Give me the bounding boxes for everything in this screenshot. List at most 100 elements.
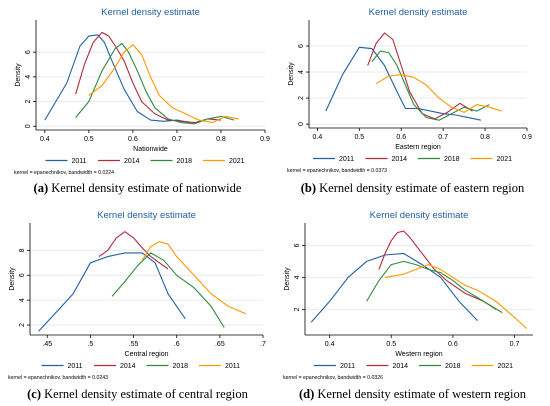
- y-tick-label: 4: [19, 298, 26, 302]
- chart-panel-nationwide: 0 2 4 6 0.4 0.5 0.6 0.7 0.8 0.9 Kernel density est…: [0, 0, 275, 203]
- x-tick-label: .7: [260, 341, 266, 348]
- series-line-2018-2: [366, 260, 503, 314]
- x-tick-label: 0.4: [40, 136, 50, 143]
- y-tick-label: 2: [19, 323, 26, 327]
- x-tick-label: 0.5: [354, 134, 364, 141]
- caption-letter: (b): [300, 181, 316, 195]
- series-line-2014-1: [75, 31, 222, 124]
- legend-label: 2014: [392, 156, 408, 163]
- caption-text: Kernel density estimate of nationwide: [51, 181, 242, 195]
- kernel-note: kernel = epanechnikov, bandwidth = 0.024…: [8, 375, 108, 381]
- legend-label: 2014: [393, 363, 409, 370]
- x-tick-label: .55: [129, 341, 139, 348]
- y-axis-label: Density: [15, 63, 22, 87]
- x-tick-label: 0.5: [84, 136, 94, 143]
- x-tick-label: 0.7: [510, 341, 520, 348]
- series-line-2018-2: [111, 252, 225, 328]
- x-tick-label: 0.7: [172, 136, 182, 143]
- y-tick-label: 0: [25, 124, 32, 128]
- y-axis-label: Density: [9, 267, 16, 291]
- kernel-note: kernel = epanechnikov, bandwidth = 0.037…: [287, 168, 387, 174]
- y-tick-label: 4: [298, 70, 305, 74]
- chart-panel-western: 2 4 6 0.4 0.5 0.6 0.7 Kernel density estimate We…: [275, 203, 550, 406]
- series-line-2014-1: [367, 32, 473, 120]
- legend-label: 2021: [498, 363, 514, 370]
- chart-panel-central: 2 4 6 8 .45 .5 .55 .6 .65 .7 Kernel density estima…: [0, 203, 275, 406]
- x-tick-label: .65: [215, 341, 225, 348]
- y-tick-label: 6: [298, 44, 305, 48]
- x-axis-label: Eastern region: [395, 144, 441, 151]
- y-tick-label: 6: [294, 243, 301, 247]
- legend-label: 2018: [444, 156, 460, 163]
- caption-text: Kernel density estimate of central regio…: [44, 387, 248, 401]
- series-line-2021-3: [385, 264, 528, 330]
- x-tick-label: 0.4: [313, 134, 323, 141]
- legend-label: 2018: [177, 158, 193, 165]
- chart-nationwide: 0 2 4 6 0.4 0.5 0.6 0.7 0.8 0.9 Kernel density est…: [14, 7, 270, 176]
- series-line-2018-2: [371, 50, 490, 121]
- legend-label: 2018: [173, 363, 189, 370]
- chart-eastern: 0 2 4 6 0.4 0.5 0.6 0.7 0.8 0.9 Kernel density est…: [287, 7, 532, 174]
- y-tick-label: 6: [19, 273, 26, 277]
- chart-title: Kernel density estimate: [97, 210, 196, 221]
- x-axis-label: Western region: [395, 351, 442, 358]
- x-axis-label: Central region: [125, 351, 169, 358]
- legend-label: 2011: [339, 156, 354, 163]
- caption-letter: (c): [27, 387, 41, 401]
- legend-label: 2018: [445, 363, 461, 370]
- y-tick-label: 2: [298, 96, 305, 100]
- series-line-2011-3: [141, 241, 246, 315]
- caption-nationwide: (a) Kernel density estimate of nationwid…: [0, 181, 275, 196]
- plot-area: [30, 223, 263, 335]
- series-line-2014-1: [378, 230, 497, 310]
- series-line-2021-3: [375, 74, 502, 113]
- caption-letter: (d): [298, 387, 315, 401]
- kernel-note: kernel = epanechnikov, bandwidth = 0.032…: [283, 375, 383, 381]
- caption-letter: (a): [33, 181, 49, 195]
- legend-label: 2014: [124, 158, 140, 165]
- series-line-2011-0: [310, 252, 478, 323]
- chart-central: 2 4 6 8 .45 .5 .55 .6 .65 .7 Kernel density estima…: [8, 210, 266, 381]
- x-tick-label: .6: [174, 341, 180, 348]
- caption-text: Kernel density estimate of eastern regio…: [319, 181, 525, 195]
- chart-title: Kernel density estimate: [370, 210, 469, 221]
- y-tick-label: 6: [25, 50, 32, 54]
- series-line-2011-0: [44, 34, 191, 124]
- legend-label: 2011: [225, 363, 240, 370]
- y-axis-label: Density: [284, 267, 291, 291]
- y-tick-label: 4: [25, 75, 32, 79]
- x-tick-label: .45: [42, 341, 52, 348]
- plot-area: [36, 20, 265, 130]
- x-tick-label: 0.9: [522, 134, 532, 141]
- x-tick-label: 0.8: [480, 134, 490, 141]
- series-line-2021-3: [88, 44, 239, 124]
- caption-central: (c) Kernel density estimate of central r…: [0, 387, 275, 402]
- legend-label: 2011: [340, 363, 355, 370]
- y-axis-label: Density: [288, 62, 295, 86]
- x-tick-label: 0.6: [396, 134, 406, 141]
- caption-western: (d) Kernel density estimate of western r…: [275, 387, 550, 402]
- x-tick-label: 0.6: [448, 341, 458, 348]
- y-tick-label: 8: [19, 248, 26, 252]
- y-tick-label: 2: [25, 100, 32, 104]
- x-tick-label: 0.5: [386, 341, 396, 348]
- plot-area: [309, 20, 527, 128]
- series-line-2014-1: [98, 231, 169, 270]
- caption-text: Kernel density estimate of western regio…: [317, 387, 527, 401]
- legend-label: 2011: [72, 158, 87, 165]
- caption-eastern: (b) Kernel density estimate of eastern r…: [275, 181, 550, 196]
- y-tick-label: 2: [294, 307, 301, 311]
- series-line-2011-0: [38, 252, 186, 332]
- x-tick-label: 0.4: [325, 341, 335, 348]
- x-axis-label: Nationwide: [133, 146, 168, 153]
- x-tick-label: 0.7: [438, 134, 448, 141]
- chart-title: Kernel density estimate: [101, 7, 200, 18]
- legend-label: 2021: [229, 158, 245, 165]
- x-tick-label: 0.9: [260, 136, 270, 143]
- chart-title: Kernel density estimate: [369, 7, 468, 18]
- legend-label: 2021: [497, 156, 513, 163]
- x-tick-label: 0.8: [216, 136, 226, 143]
- series-line-2011-0: [325, 46, 482, 121]
- chart-panel-eastern: 0 2 4 6 0.4 0.5 0.6 0.7 0.8 0.9 Kernel density est…: [275, 0, 550, 203]
- x-tick-label: .5: [87, 341, 93, 348]
